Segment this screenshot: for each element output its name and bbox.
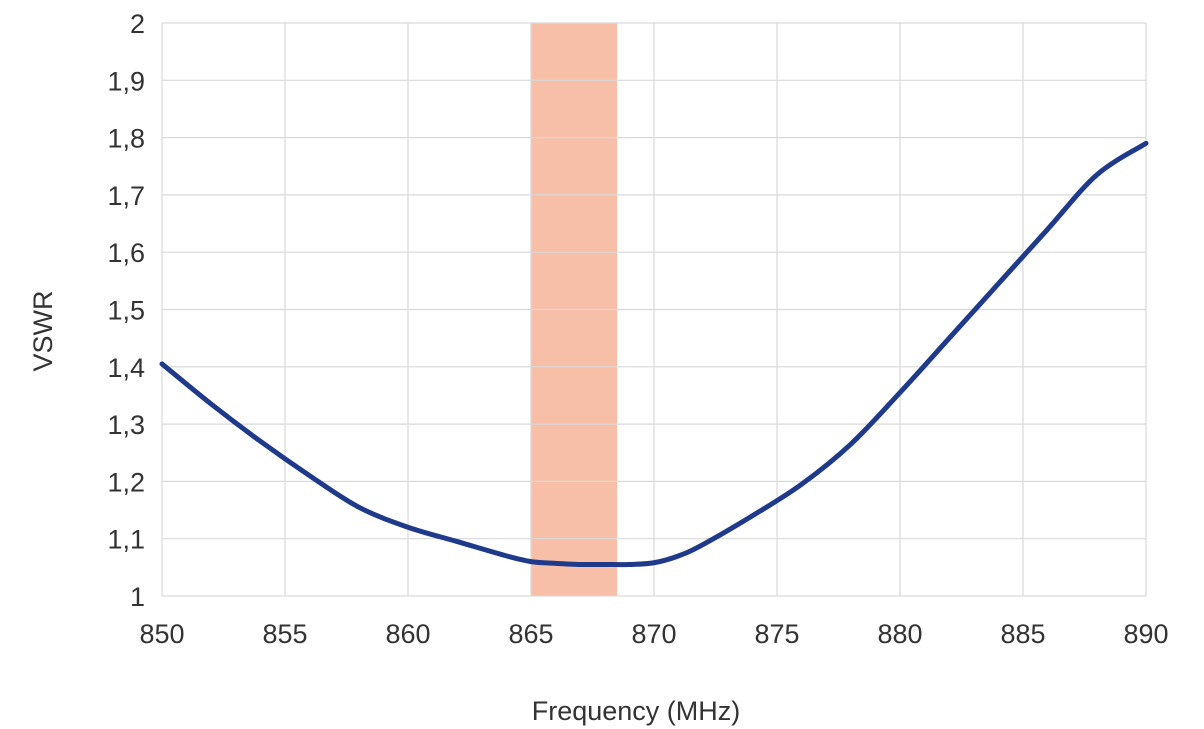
x-axis-tick-labels: 850 855 860 865 870 875 880 885 890 [139,619,1168,649]
grid-lines [161,22,1147,597]
x-tick-label: 890 [1123,619,1168,649]
y-tick-label: 1,6 [107,238,145,268]
y-tick-label: 1,7 [107,181,145,211]
x-tick-label: 885 [1000,619,1045,649]
y-tick-label: 1,9 [107,66,145,96]
y-tick-label: 1,2 [107,467,145,497]
y-axis-tick-labels: 1 1,1 1,2 1,3 1,4 1,5 1,6 1,7 1,8 1,9 2 [107,9,145,612]
y-tick-label: 1,1 [107,525,145,555]
y-tick-label: 1,5 [107,296,145,326]
x-tick-label: 870 [631,619,676,649]
x-axis-title: Frequency (MHz) [532,696,741,726]
x-tick-label: 850 [139,619,184,649]
y-tick-label: 2 [130,9,145,39]
x-tick-label: 880 [877,619,922,649]
x-tick-label: 865 [508,619,553,649]
y-tick-label: 1,8 [107,124,145,154]
y-tick-label: 1,3 [107,410,145,440]
y-tick-label: 1 [130,582,145,612]
x-tick-label: 875 [754,619,799,649]
y-tick-label: 1,4 [107,353,145,383]
x-tick-label: 860 [385,619,430,649]
x-tick-label: 855 [262,619,307,649]
vswr-series-line [159,140,1149,568]
y-axis-title: VSWR [28,291,58,372]
